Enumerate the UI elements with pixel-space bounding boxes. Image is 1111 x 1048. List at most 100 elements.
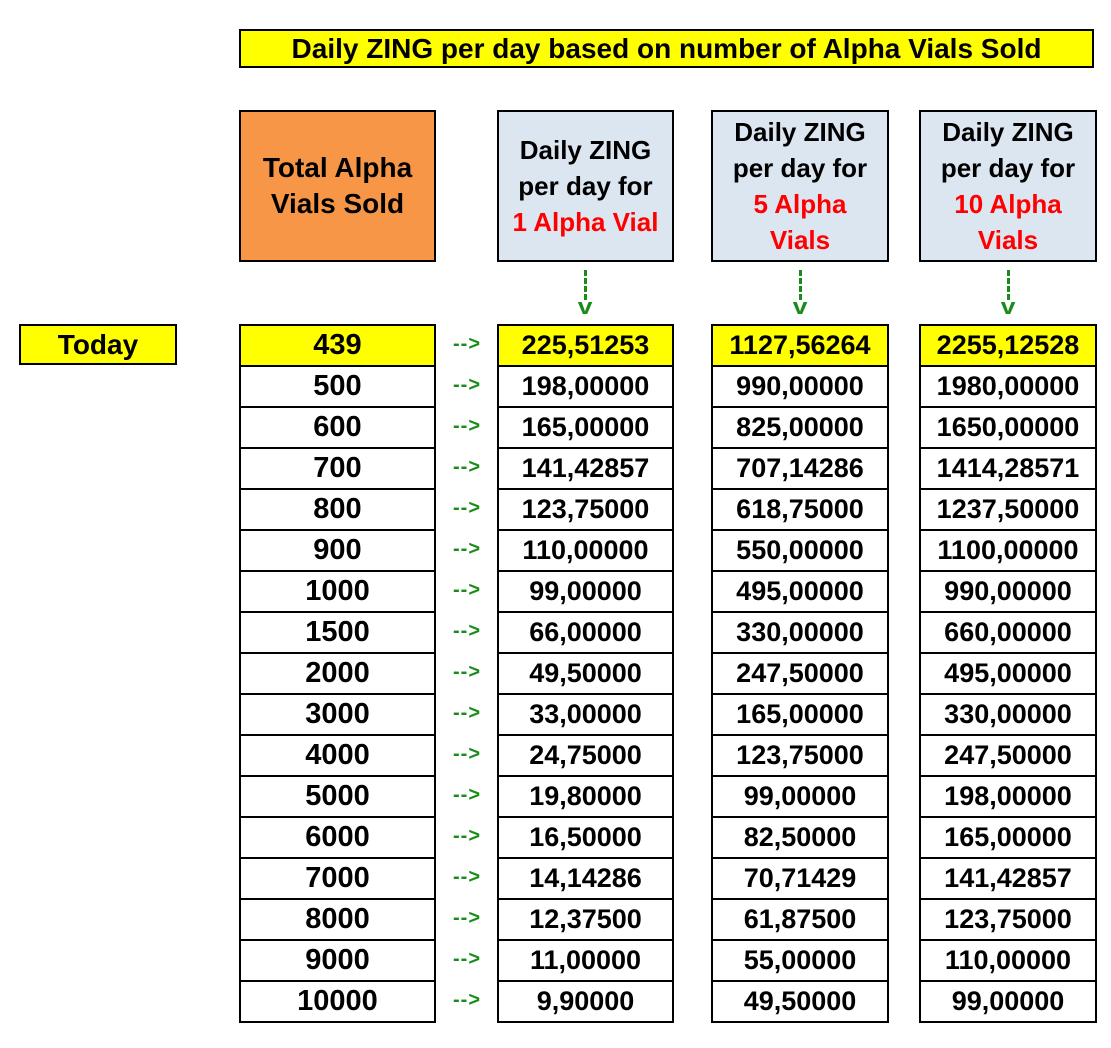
header-line: per day for bbox=[732, 153, 868, 183]
total-vials-cell: 10000 bbox=[241, 982, 434, 1023]
total-vials-cell: 1500 bbox=[241, 613, 434, 654]
zing-5-vials-cell: 550,00000 bbox=[713, 531, 887, 572]
zing-1-vial-cell: 16,50000 bbox=[499, 818, 672, 859]
right-arrow-icon: --> bbox=[453, 620, 481, 642]
total-vials-cell: 2000 bbox=[241, 654, 434, 695]
total-vials-cell: 700 bbox=[241, 449, 434, 490]
zing-10-vials-cell: 247,50000 bbox=[921, 736, 1095, 777]
page-title: Daily ZING per day based on number of Al… bbox=[239, 29, 1094, 68]
zing-5-vials-cell: 55,00000 bbox=[713, 941, 887, 982]
zing-1-vial-cell: 165,00000 bbox=[499, 408, 672, 449]
right-arrow-icon: --> bbox=[453, 374, 481, 396]
zing-10-vials-cell: 1980,00000 bbox=[921, 367, 1095, 408]
total-vials-cell: 800 bbox=[241, 490, 434, 531]
zing-5-vials-cell: 990,00000 bbox=[713, 367, 887, 408]
right-arrow-icon: --> bbox=[453, 825, 481, 847]
zing-5-vials-cell: 825,00000 bbox=[713, 408, 887, 449]
header-line: Daily ZING bbox=[942, 117, 1074, 147]
total-vials-cell: 6000 bbox=[241, 818, 434, 859]
right-arrow-icon: --> bbox=[453, 333, 481, 355]
zing-10-vials-cell: 1237,50000 bbox=[921, 490, 1095, 531]
right-arrow-icon: --> bbox=[453, 497, 481, 519]
zing-5-vials-cell: 49,50000 bbox=[713, 982, 887, 1023]
zing-5-vials-cell: 247,50000 bbox=[713, 654, 887, 695]
total-vials-cell: 7000 bbox=[241, 859, 434, 900]
total-vials-cell: 1000 bbox=[241, 572, 434, 613]
zing-1-vial-cell: 24,75000 bbox=[499, 736, 672, 777]
zing-1-vial-cell: 9,90000 bbox=[499, 982, 672, 1023]
right-arrow-icon: --> bbox=[453, 456, 481, 478]
zing-10-vials-cell: 990,00000 bbox=[921, 572, 1095, 613]
header-col-5-vials: Daily ZING per day for 5 Alpha Vials bbox=[711, 110, 889, 262]
total-vials-cell: 500 bbox=[241, 367, 434, 408]
header-highlight: 5 Alpha bbox=[753, 189, 847, 219]
zing-10-vials-cell: 2255,12528 bbox=[921, 326, 1095, 367]
zing-1-vial-cell: 19,80000 bbox=[499, 777, 672, 818]
header-highlight: Vials bbox=[977, 225, 1039, 255]
total-vials-cell: 9000 bbox=[241, 941, 434, 982]
zing-1-vial-column: 225,51253 198,00000 165,00000 141,42857 123,… bbox=[497, 324, 674, 1023]
zing-1-vial-cell: 14,14286 bbox=[499, 859, 672, 900]
zing-5-vials-cell: 495,00000 bbox=[713, 572, 887, 613]
header-highlight: 10 Alpha bbox=[954, 189, 1062, 219]
zing-1-vial-cell: 198,00000 bbox=[499, 367, 672, 408]
right-arrow-icon: --> bbox=[453, 702, 481, 724]
right-arrow-icon: --> bbox=[453, 538, 481, 560]
zing-10-vials-cell: 123,75000 bbox=[921, 900, 1095, 941]
header-col-1-vial: Daily ZING per day for 1 Alpha Vial bbox=[497, 110, 674, 262]
zing-5-vials-cell: 165,00000 bbox=[713, 695, 887, 736]
total-vials-cell: 900 bbox=[241, 531, 434, 572]
zing-5-vials-cell: 82,50000 bbox=[713, 818, 887, 859]
zing-10-vials-cell: 495,00000 bbox=[921, 654, 1095, 695]
zing-1-vial-cell: 225,51253 bbox=[499, 326, 672, 367]
total-vials-cell: 8000 bbox=[241, 900, 434, 941]
zing-10-vials-cell: 165,00000 bbox=[921, 818, 1095, 859]
down-arrow-icon: v bbox=[998, 270, 1018, 318]
right-arrow-icon: --> bbox=[453, 661, 481, 683]
zing-10-vials-cell: 1414,28571 bbox=[921, 449, 1095, 490]
header-line: Daily ZING bbox=[519, 135, 652, 165]
zing-1-vial-cell: 66,00000 bbox=[499, 613, 672, 654]
zing-10-vials-cell: 330,00000 bbox=[921, 695, 1095, 736]
zing-10-vials-cell: 99,00000 bbox=[921, 982, 1095, 1023]
header-highlight: Vials bbox=[769, 225, 831, 255]
zing-10-vials-cell: 198,00000 bbox=[921, 777, 1095, 818]
zing-10-vials-cell: 1100,00000 bbox=[921, 531, 1095, 572]
right-arrow-icon: --> bbox=[453, 948, 481, 970]
zing-1-vial-cell: 141,42857 bbox=[499, 449, 672, 490]
zing-1-vial-cell: 33,00000 bbox=[499, 695, 672, 736]
right-arrow-icon: --> bbox=[453, 907, 481, 929]
total-vials-cell: 4000 bbox=[241, 736, 434, 777]
header-total-line: Total Alpha bbox=[262, 152, 413, 183]
zing-10-vials-cell: 1650,00000 bbox=[921, 408, 1095, 449]
zing-10-vials-column: 2255,12528 1980,00000 1650,00000 1414,28571… bbox=[919, 324, 1097, 1023]
zing-5-vials-cell: 99,00000 bbox=[713, 777, 887, 818]
total-vials-column: 439 500 600 700 800 900 1000 1500 2000 3000 4000 50… bbox=[239, 324, 436, 1023]
zing-1-vial-cell: 110,00000 bbox=[499, 531, 672, 572]
right-arrow-icon: --> bbox=[453, 415, 481, 437]
total-vials-cell: 5000 bbox=[241, 777, 434, 818]
zing-5-vials-cell: 330,00000 bbox=[713, 613, 887, 654]
right-arrow-icon: --> bbox=[453, 743, 481, 765]
today-label: Today bbox=[19, 324, 177, 365]
zing-5-vials-cell: 707,14286 bbox=[713, 449, 887, 490]
right-arrow-icon: --> bbox=[453, 579, 481, 601]
total-vials-cell: 3000 bbox=[241, 695, 434, 736]
zing-1-vial-cell: 49,50000 bbox=[499, 654, 672, 695]
zing-5-vials-cell: 123,75000 bbox=[713, 736, 887, 777]
right-arrow-icon: --> bbox=[453, 866, 481, 888]
zing-5-vials-cell: 61,87500 bbox=[713, 900, 887, 941]
right-arrow-icon: --> bbox=[453, 784, 481, 806]
arrow-column: --> --> --> --> --> --> --> --> --> --> --> --> --> -… bbox=[444, 324, 490, 1021]
header-highlight: 1 Alpha Vial bbox=[512, 207, 659, 237]
zing-10-vials-cell: 110,00000 bbox=[921, 941, 1095, 982]
total-vials-cell: 600 bbox=[241, 408, 434, 449]
down-arrow-icon: v bbox=[575, 270, 595, 318]
zing-1-vial-cell: 99,00000 bbox=[499, 572, 672, 613]
zing-1-vial-cell: 12,37500 bbox=[499, 900, 672, 941]
header-line: per day for bbox=[518, 171, 653, 201]
zing-10-vials-cell: 660,00000 bbox=[921, 613, 1095, 654]
zing-5-vials-column: 1127,56264 990,00000 825,00000 707,14286 618… bbox=[711, 324, 889, 1023]
down-arrow-icon: v bbox=[790, 270, 810, 318]
header-line: Daily ZING bbox=[734, 117, 866, 147]
